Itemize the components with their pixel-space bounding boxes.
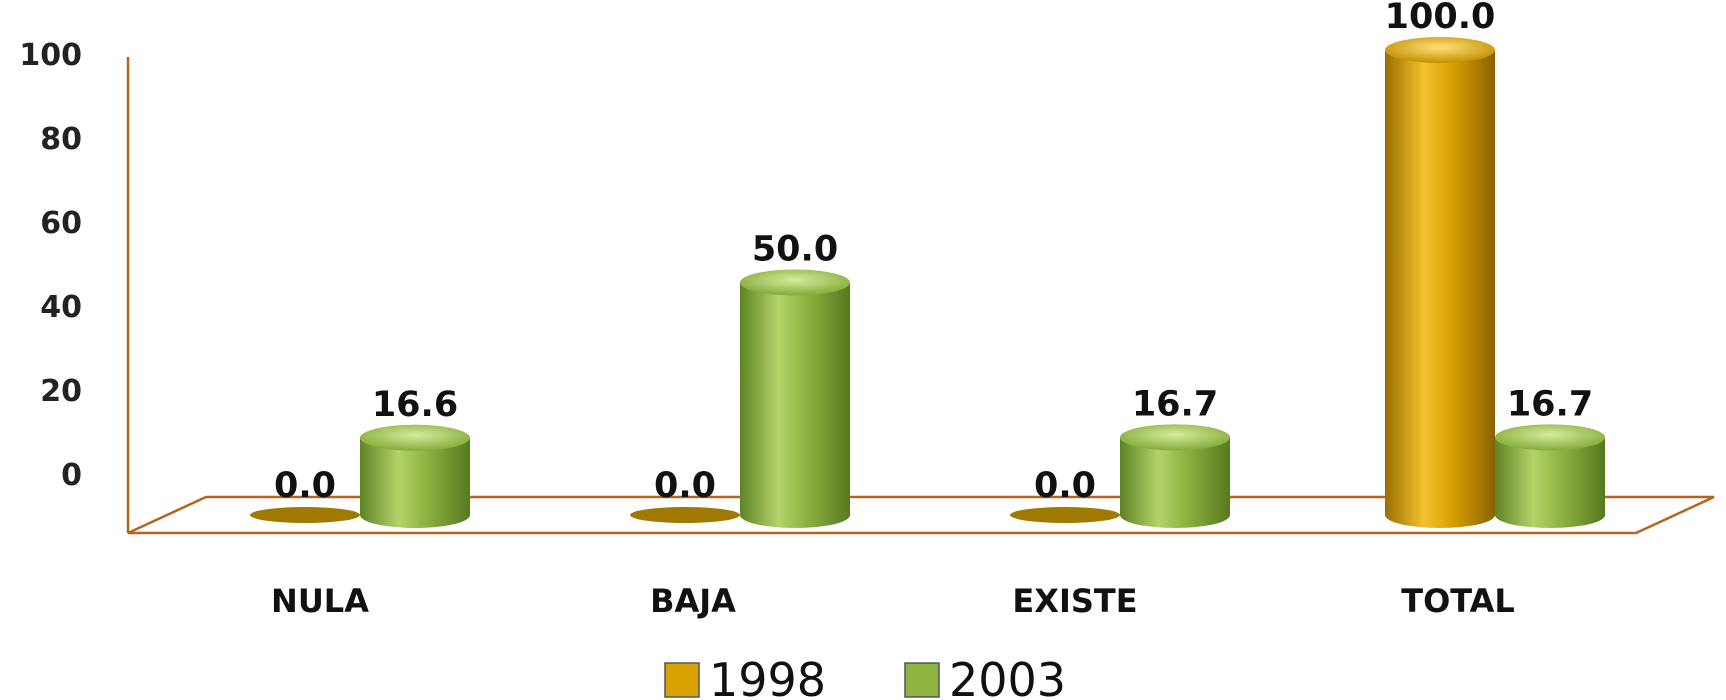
bar-body: [1120, 437, 1230, 528]
y-tick-label: 20: [40, 374, 82, 409]
bar-1998-BAJA: [630, 507, 740, 523]
bar-2003-NULA: [360, 424, 470, 528]
y-tick-label: 40: [40, 290, 82, 325]
y-tick-label: 0: [61, 458, 82, 493]
bar-top: [740, 269, 850, 296]
data-label: 0.0: [654, 466, 716, 506]
data-label: 50.0: [752, 230, 838, 270]
bar-1998-EXISTE: [1010, 507, 1120, 523]
category-label: EXISTE: [1012, 582, 1137, 620]
bar-flat-disc: [250, 507, 360, 523]
data-label: 16.7: [1132, 384, 1218, 424]
y-axis-ticks: 0 20 40 60 80 100: [19, 38, 82, 493]
bar-2003-EXISTE: [1120, 424, 1230, 528]
bar-top: [360, 424, 470, 451]
bar-top: [1120, 424, 1230, 451]
legend-swatch: [904, 662, 940, 698]
legend-label: 1998: [709, 653, 826, 700]
bar-body: [360, 437, 470, 528]
data-label: 100.0: [1385, 0, 1496, 37]
y-tick-label: 100: [19, 38, 82, 73]
legend-swatch: [664, 662, 700, 698]
bar-flat-disc: [1010, 507, 1120, 523]
category-label: NULA: [271, 582, 369, 620]
y-tick-label: 80: [40, 122, 82, 157]
data-label: 16.6: [372, 385, 458, 425]
category-labels: NULA BAJA EXISTE TOTAL: [271, 582, 1515, 620]
category-label: TOTAL: [1401, 582, 1515, 620]
legend-item-2003: 2003: [904, 653, 1066, 700]
bar-top: [1495, 424, 1605, 451]
data-labels: 0.0 0.0 0.0 100.0 16.6 50.0 16.7 16.7: [274, 0, 1593, 506]
bar-2003-BAJA: [740, 269, 850, 528]
bar-1998-NULA: [250, 507, 360, 523]
axes: [126, 57, 1715, 535]
category-label: BAJA: [650, 582, 736, 620]
legend: 1998 2003: [664, 653, 1066, 700]
data-label: 0.0: [274, 466, 336, 506]
bar-top: [1385, 37, 1495, 63]
data-label: 16.7: [1507, 384, 1593, 424]
floor-plane: [127, 495, 1715, 535]
bar-body: [1495, 437, 1605, 528]
bar-1998-TOTAL: [1385, 37, 1495, 528]
bar-body: [1385, 50, 1495, 528]
data-label: 0.0: [1034, 466, 1096, 506]
bars: [250, 37, 1605, 528]
legend-label: 2003: [949, 653, 1066, 700]
legend-item-1998: 1998: [664, 653, 826, 700]
bar-2003-TOTAL: [1495, 424, 1605, 528]
y-tick-label: 60: [40, 206, 82, 241]
bar-body: [740, 282, 850, 528]
bar-flat-disc: [630, 507, 740, 523]
